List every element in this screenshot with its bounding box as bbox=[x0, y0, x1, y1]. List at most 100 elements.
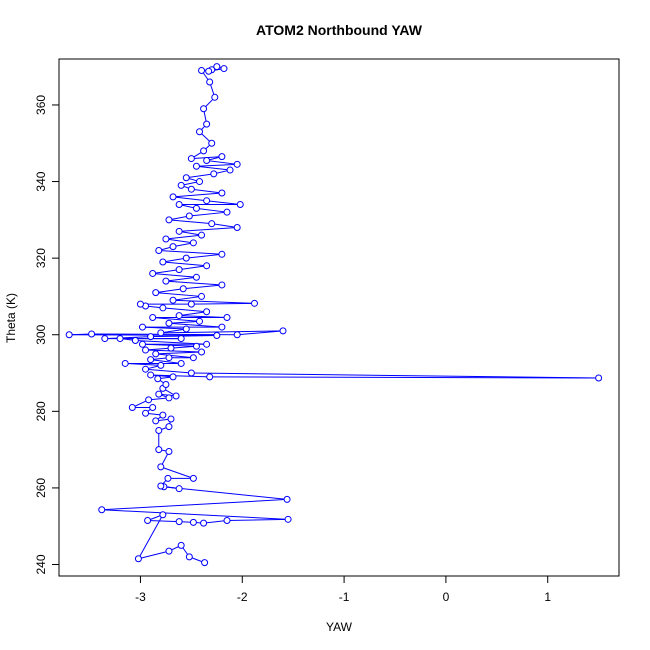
data-point bbox=[169, 243, 177, 251]
series-segment bbox=[179, 265, 207, 271]
series-points bbox=[65, 63, 603, 567]
data-point bbox=[155, 446, 163, 454]
data-point bbox=[152, 417, 160, 425]
y-tick-label: 260 bbox=[34, 478, 48, 498]
data-point bbox=[175, 227, 183, 235]
x-tick-label: -3 bbox=[135, 590, 146, 604]
series-segment bbox=[209, 376, 599, 379]
plot-area-frame bbox=[58, 58, 620, 577]
data-point bbox=[157, 361, 165, 369]
data-point bbox=[189, 239, 197, 247]
data-point bbox=[177, 359, 185, 367]
data-point bbox=[233, 224, 241, 232]
series-segment bbox=[186, 253, 222, 259]
series-segment bbox=[179, 227, 238, 232]
data-point bbox=[218, 281, 226, 289]
data-point bbox=[159, 304, 167, 312]
series-segment bbox=[155, 292, 202, 297]
data-point bbox=[203, 197, 211, 205]
data-point bbox=[175, 518, 183, 526]
series-segment bbox=[191, 372, 599, 379]
series-segment bbox=[152, 269, 180, 274]
data-point bbox=[284, 515, 292, 523]
data-point bbox=[198, 292, 206, 300]
data-point bbox=[142, 409, 150, 417]
series-segment bbox=[152, 317, 200, 322]
data-point bbox=[101, 335, 109, 343]
data-point bbox=[208, 220, 216, 228]
x-tick-label: 0 bbox=[443, 590, 450, 604]
data-point bbox=[196, 317, 204, 325]
data-point bbox=[152, 289, 160, 297]
series-segment bbox=[163, 486, 288, 500]
series-segment bbox=[206, 159, 238, 165]
series-segment bbox=[165, 280, 222, 286]
data-point bbox=[169, 373, 177, 381]
data-point bbox=[203, 120, 211, 128]
data-point bbox=[200, 519, 208, 527]
series-segment bbox=[145, 368, 192, 374]
data-point bbox=[203, 340, 211, 348]
x-tick-label: 1 bbox=[544, 590, 551, 604]
series-segment bbox=[196, 165, 231, 171]
x-axis: -3 -2 -1 0 1 bbox=[135, 575, 551, 604]
series-segment bbox=[158, 249, 222, 255]
data-point bbox=[218, 250, 226, 258]
series-segment bbox=[172, 196, 207, 202]
data-point bbox=[65, 331, 73, 339]
data-point bbox=[149, 314, 157, 321]
series-segment bbox=[155, 353, 194, 359]
data-point bbox=[206, 78, 214, 86]
chart-title: ATOM2 Northbound YAW bbox=[256, 22, 423, 38]
data-point bbox=[175, 266, 183, 274]
data-point bbox=[154, 375, 162, 383]
data-point bbox=[201, 559, 209, 567]
data-point bbox=[145, 396, 153, 404]
series-segment bbox=[160, 330, 284, 334]
series-segment bbox=[226, 518, 289, 521]
series-segment bbox=[196, 207, 228, 213]
data-point bbox=[196, 128, 204, 136]
data-point bbox=[213, 63, 221, 71]
data-point bbox=[177, 335, 185, 343]
data-point bbox=[159, 511, 167, 519]
data-point bbox=[147, 371, 155, 379]
data-point bbox=[192, 162, 200, 170]
series-segment bbox=[150, 359, 182, 364]
data-point bbox=[182, 325, 190, 333]
data-point bbox=[189, 518, 197, 526]
series-segment bbox=[138, 550, 170, 560]
data-point bbox=[203, 262, 211, 270]
data-point bbox=[595, 374, 603, 382]
data-point bbox=[189, 474, 197, 482]
data-point bbox=[198, 348, 206, 356]
data-point bbox=[128, 403, 136, 411]
series-segment bbox=[191, 302, 255, 305]
series-segment bbox=[160, 328, 187, 334]
data-point bbox=[144, 516, 152, 524]
series-segment bbox=[203, 519, 228, 524]
data-point bbox=[162, 235, 170, 243]
data-point bbox=[175, 201, 183, 209]
series-segment bbox=[155, 288, 184, 294]
data-point bbox=[175, 485, 183, 493]
series-segment bbox=[206, 200, 241, 206]
data-point bbox=[182, 174, 190, 182]
data-point bbox=[203, 308, 211, 316]
data-point bbox=[223, 314, 231, 321]
data-point bbox=[159, 411, 167, 419]
data-point bbox=[236, 201, 244, 209]
data-point bbox=[200, 147, 208, 155]
series-segment bbox=[179, 230, 202, 236]
y-axis: 240 260 280 300 320 340 360 bbox=[34, 95, 60, 575]
data-point bbox=[155, 390, 163, 398]
data-point bbox=[149, 403, 157, 411]
data-point bbox=[177, 541, 185, 549]
data-point bbox=[192, 342, 200, 350]
data-point bbox=[205, 67, 213, 75]
data-point bbox=[157, 482, 165, 490]
data-point bbox=[192, 204, 200, 212]
series-segment bbox=[137, 514, 164, 560]
data-point bbox=[165, 216, 173, 224]
data-point bbox=[165, 354, 173, 362]
